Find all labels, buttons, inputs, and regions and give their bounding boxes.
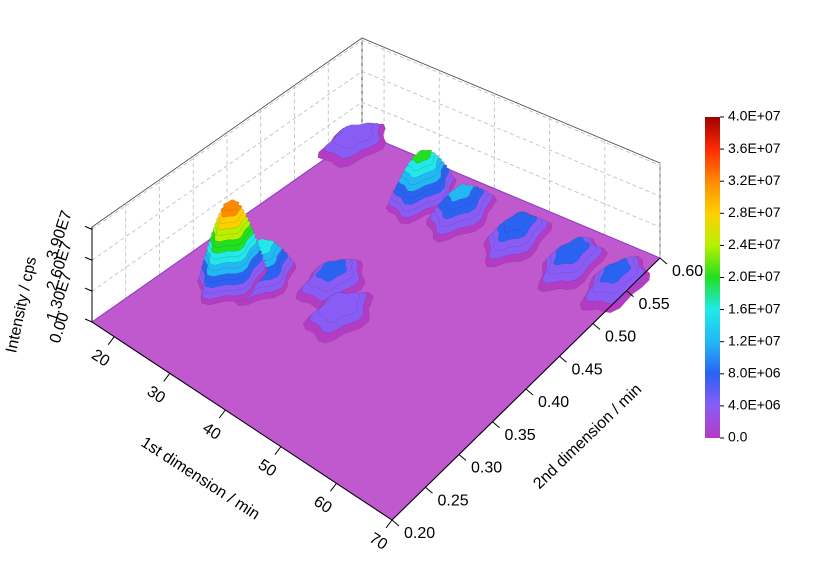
colorbar-tick-label: 4.0E+07	[728, 108, 781, 124]
y-tick	[492, 421, 500, 429]
colorbar	[705, 117, 720, 438]
z-axis-title: Intensity / cps	[3, 255, 40, 354]
y-tick-label: 0.55	[639, 296, 670, 313]
y-tick	[659, 257, 668, 265]
y-tick-label: 0.20	[404, 525, 435, 542]
x-tick-label: 20	[88, 346, 112, 370]
colorbar-tick-label: 1.2E+07	[728, 332, 781, 348]
x-tick	[107, 336, 115, 345]
x-tick	[163, 373, 171, 382]
x-tick-label: 40	[199, 420, 223, 444]
colorbar-tick-label: 1.6E+07	[728, 300, 781, 316]
grid-line	[91, 101, 661, 292]
z-tick	[84, 256, 93, 261]
colorbar-tick-label: 3.6E+07	[728, 140, 781, 156]
peak	[385, 149, 457, 225]
peak-layer	[411, 149, 432, 164]
x-tick-label: 60	[310, 493, 334, 517]
y-tick	[425, 486, 433, 494]
peak	[537, 236, 608, 293]
colorbar-tick-label: 4.0E+06	[728, 397, 781, 413]
x-axis-title: 1st dimension / min	[138, 434, 263, 523]
y-tick	[391, 519, 400, 527]
grid-line	[91, 70, 661, 261]
y-tick	[458, 454, 467, 461]
peak-layer	[599, 258, 631, 284]
x-tick	[385, 519, 393, 529]
peak-layer	[448, 183, 474, 202]
colorbar-tick-label: 2.4E+07	[728, 236, 781, 252]
y-tick-label: 0.40	[538, 394, 569, 411]
y-tick-label: 0.30	[471, 460, 502, 477]
colorbar-tick-label: 2.0E+07	[728, 268, 781, 284]
colorbar-tick-label: 3.2E+07	[728, 172, 781, 188]
peak-layer	[317, 292, 360, 323]
x-tick-label: 70	[366, 530, 390, 554]
y-tick	[559, 355, 567, 363]
axis-line	[91, 321, 393, 521]
peak	[295, 258, 366, 311]
y-tick	[626, 290, 634, 298]
y-tick-label: 0.35	[505, 427, 536, 444]
peak-layer	[332, 122, 374, 150]
y-tick-label: 0.25	[438, 492, 469, 509]
y-tick	[525, 388, 534, 396]
peak	[197, 199, 268, 306]
grid-line	[91, 39, 661, 230]
peak	[317, 122, 387, 168]
peak	[579, 255, 651, 313]
x-tick-label: 50	[255, 456, 279, 480]
y-tick	[592, 323, 601, 330]
peak-layer	[502, 211, 531, 233]
peak-layer	[223, 199, 240, 211]
y-tick-label: 0.50	[605, 329, 636, 346]
peak	[426, 183, 497, 243]
peak	[483, 211, 553, 267]
colorbar-tick-label: 8.0E+06	[728, 365, 781, 381]
z-tick	[84, 225, 93, 230]
z-tick	[84, 287, 93, 292]
x-tick	[218, 409, 226, 419]
y-tick-label: 0.60	[672, 263, 703, 280]
peak	[302, 291, 374, 344]
x-tick-label: 30	[144, 383, 168, 407]
peak-layer	[315, 259, 348, 282]
y-tick-label: 0.45	[572, 361, 603, 378]
colorbar-tick-label: 2.8E+07	[728, 204, 781, 220]
colorbar-tick-label: 0.0	[728, 429, 748, 445]
peak-layer	[553, 236, 591, 266]
z-tick	[84, 318, 93, 323]
x-tick	[330, 483, 337, 492]
x-tick	[274, 446, 282, 455]
